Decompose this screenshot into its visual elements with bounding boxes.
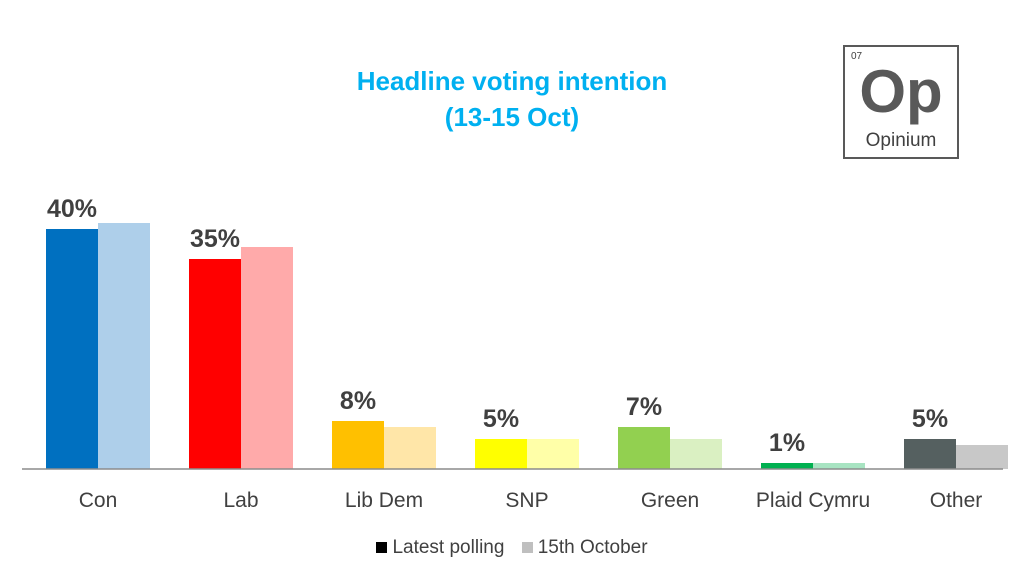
x-tick-label-6: Other	[930, 489, 983, 512]
bar-previous-4	[670, 439, 722, 469]
legend-label-latest: Latest polling	[392, 537, 505, 558]
data-label-6: 5%	[912, 405, 948, 433]
data-label-5: 1%	[769, 429, 805, 457]
legend-swatch-previous	[521, 542, 533, 553]
bar-latest-3	[475, 439, 527, 469]
bar-previous-2	[384, 427, 436, 469]
legend-label-previous: 15th October	[537, 537, 648, 558]
bar-previous-5	[813, 463, 865, 469]
bar-previous-6	[956, 445, 1008, 469]
data-label-4: 7%	[626, 393, 662, 421]
x-tick-label-2: Lib Dem	[345, 489, 423, 512]
data-label-0: 40%	[47, 195, 97, 223]
data-label-2: 8%	[340, 387, 376, 415]
data-label-1: 35%	[190, 225, 240, 253]
x-tick-label-3: SNP	[505, 489, 548, 512]
chart-subtitle: (13-15 Oct)	[444, 102, 580, 132]
legend-item-previous: 15th October	[521, 537, 648, 558]
chart-title: Headline voting intention	[356, 66, 668, 96]
x-tick-label-5: Plaid Cymru	[756, 489, 870, 512]
bar-latest-4	[618, 427, 670, 469]
bar-previous-0	[98, 223, 150, 469]
logo-number: 07	[851, 51, 863, 62]
bar-previous-1	[241, 247, 293, 469]
bar-latest-5	[761, 463, 813, 469]
x-tick-label-4: Green	[641, 489, 699, 512]
bar-latest-0	[46, 229, 98, 469]
bar-latest-1	[189, 259, 241, 469]
chart-legend: Latest polling 15th October	[0, 537, 1024, 559]
opinium-logo: 07 Op Opinium	[843, 45, 959, 159]
legend-item-latest: Latest polling	[376, 537, 509, 558]
bar-previous-3	[527, 439, 579, 469]
x-tick-label-1: Lab	[223, 489, 258, 512]
legend-swatch-latest	[376, 542, 388, 553]
data-label-3: 5%	[483, 405, 519, 433]
bar-latest-6	[904, 439, 956, 469]
bar-latest-2	[332, 421, 384, 469]
x-tick-label-0: Con	[79, 489, 118, 512]
logo-name: Opinium	[865, 130, 937, 151]
logo-symbol: Op	[859, 58, 943, 125]
